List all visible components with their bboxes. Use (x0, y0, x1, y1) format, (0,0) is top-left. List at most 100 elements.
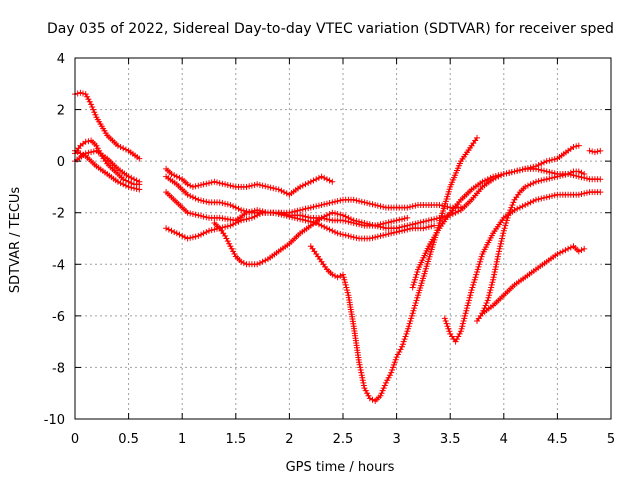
data-point (297, 183, 304, 190)
data-point (120, 181, 127, 188)
data-point (211, 226, 218, 233)
data-point (522, 165, 529, 172)
data-point (452, 209, 459, 216)
data-point (299, 206, 306, 213)
data-point (405, 325, 412, 332)
data-point (399, 343, 405, 350)
data-point (297, 207, 304, 214)
data-point (85, 138, 92, 145)
data-point (337, 197, 344, 204)
data-point (530, 198, 537, 205)
data-point (385, 231, 392, 237)
data-point (235, 205, 242, 212)
data-point (262, 183, 269, 190)
data-point (340, 212, 346, 219)
data-point (168, 171, 175, 177)
data-point (495, 172, 502, 179)
data-point (318, 214, 325, 221)
data-point (326, 200, 333, 206)
data-point (350, 217, 357, 224)
data-point (128, 184, 135, 191)
series-line (165, 191, 409, 227)
data-point (342, 232, 349, 239)
data-point (377, 203, 384, 210)
series-arc-13 (474, 168, 588, 324)
data-point (391, 359, 398, 366)
series-arc-14 (479, 243, 588, 317)
data-point (120, 176, 127, 183)
data-point (219, 200, 226, 206)
data-point (565, 245, 572, 252)
data-point (248, 182, 255, 189)
data-point (86, 98, 93, 105)
data-point (549, 193, 555, 199)
data-point (80, 90, 86, 97)
data-point (278, 211, 285, 218)
data-point (238, 258, 245, 265)
data-point (369, 234, 376, 241)
data-point (184, 191, 191, 198)
data-point (459, 320, 466, 327)
data-point (402, 333, 409, 340)
data-point (543, 176, 550, 183)
data-point (541, 159, 547, 166)
data-point (216, 199, 223, 206)
data-point (176, 231, 183, 238)
data-point (449, 211, 456, 217)
data-point (82, 91, 89, 98)
data-point (506, 209, 513, 216)
data-point (246, 183, 253, 190)
data-point (136, 178, 143, 185)
data-point (396, 224, 403, 231)
data-point (468, 287, 475, 294)
data-point (388, 369, 395, 376)
data-point (546, 175, 553, 182)
plot-area (72, 89, 604, 404)
data-point (238, 207, 245, 214)
data-point (310, 177, 317, 184)
x-tick-label: 4.5 (547, 432, 568, 447)
data-point (350, 234, 357, 241)
data-point (460, 318, 467, 324)
data-point (431, 216, 438, 223)
data-point (181, 234, 188, 241)
x-tick-label: 2 (285, 432, 293, 447)
series-arc-15 (586, 147, 604, 156)
data-point (388, 230, 395, 237)
data-point (409, 310, 416, 317)
data-point (326, 177, 333, 184)
data-point (211, 178, 218, 185)
data-point (173, 230, 180, 237)
series-line (444, 191, 602, 343)
data-point (329, 227, 336, 234)
data-point (343, 284, 350, 291)
data-point (342, 279, 348, 286)
data-point (420, 225, 427, 232)
data-point (554, 173, 561, 180)
data-point (359, 377, 366, 384)
data-point (500, 171, 507, 177)
data-point (195, 212, 202, 219)
data-point (364, 220, 371, 227)
data-point (501, 225, 508, 232)
data-point (342, 213, 349, 220)
series-line (165, 168, 334, 196)
data-point (575, 248, 582, 255)
data-point (326, 226, 333, 233)
data-point (133, 185, 140, 192)
data-point (192, 233, 199, 240)
data-point (541, 176, 547, 183)
data-point (227, 222, 234, 229)
data-point (405, 323, 412, 330)
data-point (214, 179, 220, 186)
data-point (299, 182, 306, 189)
data-point (125, 173, 132, 180)
data-point (404, 214, 411, 221)
data-point (256, 211, 263, 217)
data-point (219, 224, 226, 231)
data-point (216, 180, 223, 187)
data-point (227, 182, 234, 189)
data-point (334, 211, 341, 217)
data-point (184, 181, 191, 188)
data-point (380, 232, 387, 239)
